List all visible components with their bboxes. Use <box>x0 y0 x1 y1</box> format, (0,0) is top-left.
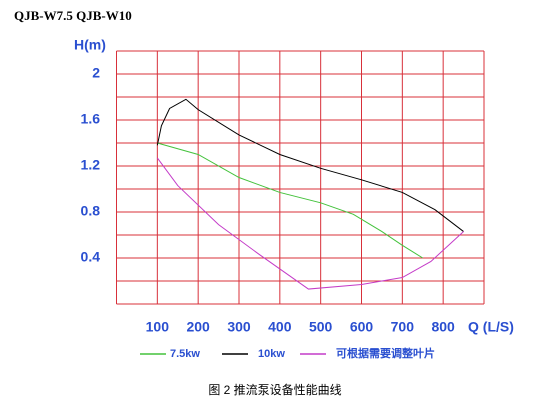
x-tick-label: 600 <box>350 319 374 335</box>
x-tick-label: 800 <box>431 319 455 335</box>
y-tick-label: 0.8 <box>81 203 101 219</box>
y-tick-label: 1.2 <box>81 157 101 173</box>
line-series <box>156 157 464 290</box>
x-tick-label: 200 <box>186 319 210 335</box>
line-series <box>156 98 464 232</box>
y-tick-label: 1.6 <box>81 111 101 127</box>
x-tick-label: 400 <box>268 319 292 335</box>
x-axis-label: Q (L/S) <box>468 319 514 335</box>
y-tick-label: 2 <box>92 65 100 81</box>
x-tick-label: 100 <box>146 319 170 335</box>
x-tick-label: 300 <box>227 319 251 335</box>
y-axis-label: H(m) <box>74 37 106 53</box>
y-tick-label: 0.4 <box>81 249 101 265</box>
legend-label: 7.5kw <box>170 348 200 360</box>
legend-label: 10kw <box>258 348 285 360</box>
line-series <box>157 142 424 259</box>
x-tick-label: 700 <box>391 319 415 335</box>
caption: 图 2 推流泵设备性能曲线 <box>208 383 341 397</box>
chart-title: QJB-W7.5 QJB-W10 <box>14 8 132 23</box>
x-tick-label: 500 <box>309 319 333 335</box>
legend-label: 可根据需要调整叶片 <box>336 346 435 360</box>
